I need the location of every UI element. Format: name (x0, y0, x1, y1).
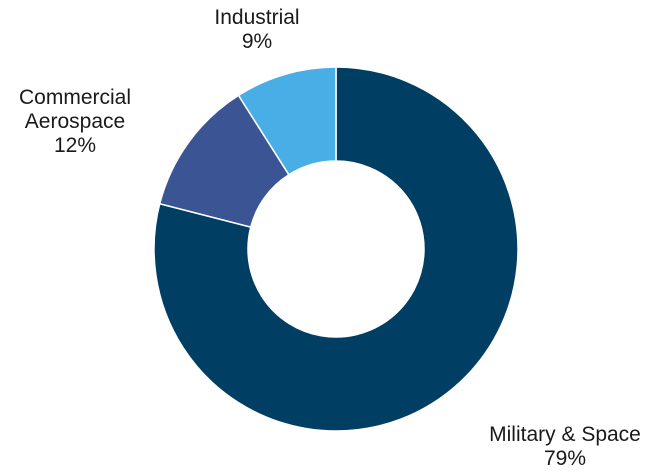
donut-slices (153, 66, 519, 432)
slice-label-industrial: Industrial 9% (214, 6, 299, 53)
slice-name-label: Commercial (19, 86, 131, 109)
slice-label-military-space: Military & Space 79% (489, 423, 641, 470)
slice-label-commercial-aerospace: Commercial Aerospace 12% (19, 86, 131, 157)
slice-name-label: Military & Space (489, 423, 641, 446)
slice-industrial (237, 66, 337, 176)
slice-name-label: Industrial (214, 6, 299, 29)
slice-labels: Military & Space 79% Commercial Aerospace 12… (19, 6, 641, 470)
slice-name-label: Aerospace (25, 110, 125, 133)
slice-value-label: 79% (544, 447, 586, 470)
slice-military-space (153, 66, 519, 432)
slice-value-label: 12% (54, 134, 96, 157)
slice-value-label: 9% (242, 30, 272, 53)
